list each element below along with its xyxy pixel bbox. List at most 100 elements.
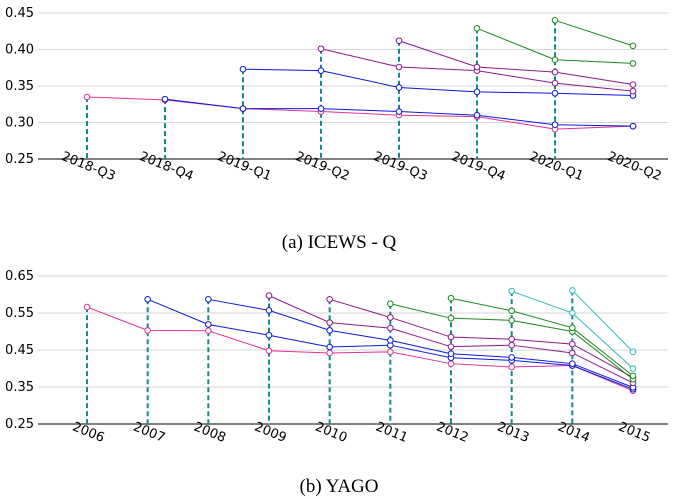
data-point xyxy=(629,60,637,67)
data-point xyxy=(326,349,333,357)
data-point xyxy=(629,365,637,372)
series-line xyxy=(398,40,634,86)
y-tick-label: 0.35 xyxy=(5,380,34,395)
y-tick-label: 0.45 xyxy=(5,6,34,21)
data-point xyxy=(508,287,515,295)
data-point xyxy=(239,105,247,112)
data-point xyxy=(387,324,394,332)
data-point xyxy=(395,63,403,71)
data-point xyxy=(447,343,455,350)
data-point xyxy=(569,309,576,317)
y-tick-label: 0.25 xyxy=(5,152,34,167)
data-point xyxy=(473,88,481,96)
x-tick-label: 2019-Q4 xyxy=(449,149,507,184)
data-point xyxy=(161,95,169,103)
data-point xyxy=(508,354,515,361)
data-point xyxy=(569,360,576,367)
data-point xyxy=(317,67,325,74)
y-tick-label: 0.30 xyxy=(5,116,34,131)
data-point xyxy=(387,348,394,356)
data-point xyxy=(205,327,212,335)
data-point xyxy=(629,348,637,356)
data-point xyxy=(508,317,515,324)
data-point xyxy=(326,327,333,334)
y-tick-label: 0.40 xyxy=(5,43,34,58)
data-point xyxy=(83,93,91,101)
data-point xyxy=(473,111,481,119)
x-tick-label: 2020-Q2 xyxy=(605,149,663,184)
data-point xyxy=(629,42,637,50)
y-tick-label: 0.55 xyxy=(5,306,34,321)
data-point xyxy=(629,122,637,130)
series-line xyxy=(554,19,634,47)
y-tick-label: 0.45 xyxy=(5,343,34,358)
data-point xyxy=(551,121,559,128)
series-line xyxy=(571,290,634,353)
data-point xyxy=(387,300,394,308)
series-line xyxy=(86,96,634,130)
data-point xyxy=(569,324,576,332)
data-point xyxy=(144,327,151,334)
data-point xyxy=(551,90,559,97)
caption-icews-q: (a) ICEWS - Q xyxy=(282,232,397,253)
data-point xyxy=(569,349,576,357)
series-line xyxy=(242,68,634,96)
data-point xyxy=(447,350,455,358)
data-point xyxy=(326,343,333,351)
data-point xyxy=(387,337,394,344)
y-tick-label: 0.35 xyxy=(5,79,34,94)
data-point xyxy=(447,314,455,322)
data-point xyxy=(569,287,576,294)
data-point xyxy=(265,292,273,299)
series-line xyxy=(208,298,634,388)
x-tick-label: 2018-Q4 xyxy=(137,149,195,184)
data-point xyxy=(473,63,481,71)
x-tick-label: 2019-Q2 xyxy=(293,149,351,184)
data-point xyxy=(317,45,325,53)
data-point xyxy=(508,335,515,343)
y-tick-label: 0.65 xyxy=(5,269,34,284)
data-point xyxy=(265,347,273,355)
data-point xyxy=(83,303,91,311)
data-point xyxy=(387,314,394,321)
data-point xyxy=(447,360,455,367)
data-point xyxy=(326,296,333,303)
caption-yago: (b) YAGO xyxy=(300,476,379,497)
data-point xyxy=(447,294,455,302)
data-point xyxy=(508,341,515,349)
data-point xyxy=(629,87,637,95)
data-point xyxy=(473,25,481,32)
data-point xyxy=(395,37,403,45)
data-point xyxy=(205,296,212,303)
series-line xyxy=(329,298,634,378)
data-point xyxy=(205,321,212,328)
data-point xyxy=(629,372,637,380)
series-line xyxy=(86,306,634,392)
data-point xyxy=(144,296,151,303)
x-tick-label: 2018-Q3 xyxy=(59,149,117,184)
data-point xyxy=(508,307,515,315)
x-tick-label: 2019-Q3 xyxy=(371,149,429,184)
data-point xyxy=(551,56,559,64)
data-point xyxy=(395,84,403,91)
y-tick-label: 0.25 xyxy=(5,417,34,432)
data-point xyxy=(239,65,247,73)
data-point xyxy=(265,331,273,339)
data-point xyxy=(395,108,403,115)
series-line xyxy=(450,297,634,377)
x-tick-label: 2019-Q1 xyxy=(215,149,273,184)
data-point xyxy=(508,363,515,371)
data-point xyxy=(447,333,455,341)
data-point xyxy=(265,307,273,314)
data-point xyxy=(551,68,559,76)
data-point xyxy=(317,105,325,112)
data-point xyxy=(551,79,559,87)
data-point xyxy=(326,319,333,326)
chart-icews-q: 0.25 0.30 0.35 0.40 0.45 2018-Q3 2018-Q4 2019-Q… xyxy=(5,6,668,184)
data-point xyxy=(569,340,576,348)
data-point xyxy=(551,17,559,24)
x-tick-label: 2020-Q1 xyxy=(527,149,585,184)
data-point xyxy=(629,81,637,88)
